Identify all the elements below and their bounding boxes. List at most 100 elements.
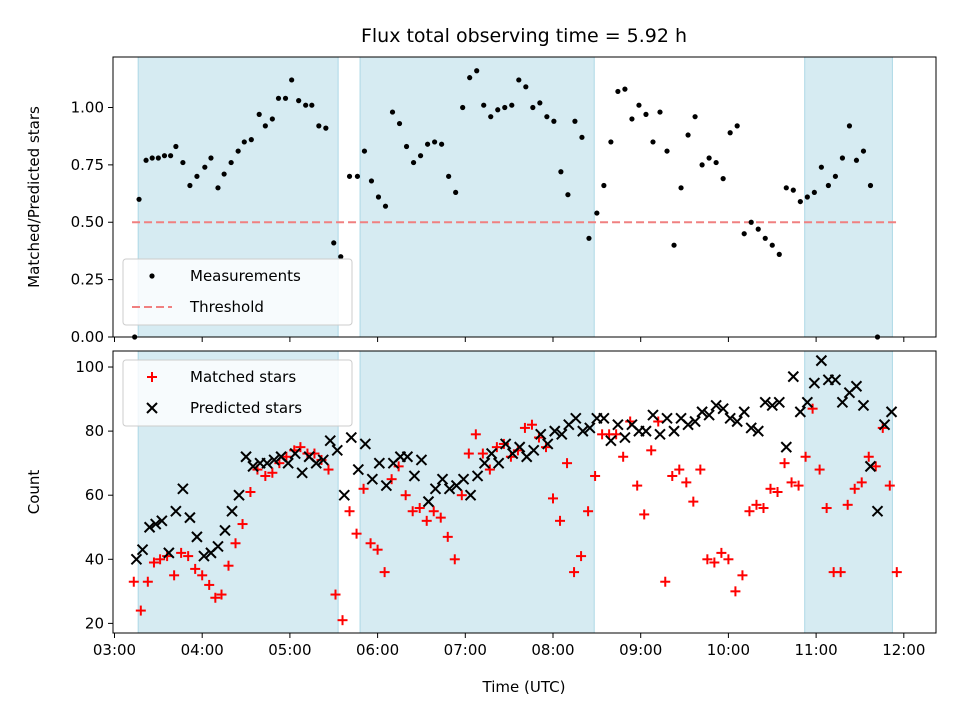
data-point xyxy=(245,487,256,497)
data-point xyxy=(523,84,529,90)
data-point xyxy=(829,374,842,386)
data-point xyxy=(647,409,659,421)
data-point xyxy=(177,483,189,495)
data-point xyxy=(457,473,470,485)
data-point xyxy=(456,490,467,501)
legend-label: Matched stars xyxy=(190,368,296,386)
data-point xyxy=(156,515,168,527)
y-tick-label: 40 xyxy=(85,550,104,568)
data-point xyxy=(608,139,614,145)
data-point xyxy=(235,148,241,154)
data-point xyxy=(738,406,750,418)
axes-frame xyxy=(112,56,937,338)
data-point xyxy=(696,406,708,418)
y-tick-label: 0.00 xyxy=(71,328,104,346)
data-point xyxy=(797,198,803,205)
data-point xyxy=(221,171,227,177)
data-point xyxy=(400,490,411,501)
data-point xyxy=(180,159,186,166)
legend-entry: Predicted stars xyxy=(146,399,302,417)
data-point xyxy=(807,403,818,414)
legend: Measurements Threshold xyxy=(122,258,353,326)
shaded-interval-2 xyxy=(360,57,595,337)
data-point xyxy=(668,425,680,437)
data-point xyxy=(710,399,722,412)
data-point xyxy=(485,447,498,460)
data-point xyxy=(598,412,610,425)
data-point xyxy=(695,464,706,475)
data-point xyxy=(219,524,231,537)
data-point xyxy=(282,457,294,469)
data-point xyxy=(671,242,677,248)
data-point xyxy=(368,178,375,184)
data-point xyxy=(484,464,495,475)
y-axis-title: Matched/Predicted stars xyxy=(25,106,43,288)
data-point xyxy=(526,419,537,430)
data-point xyxy=(835,567,846,578)
data-point xyxy=(275,95,282,101)
data-point xyxy=(540,442,551,453)
data-point xyxy=(155,554,166,565)
data-point xyxy=(681,477,692,488)
data-point xyxy=(401,451,414,463)
data-point xyxy=(262,123,268,129)
legend-marker xyxy=(146,402,158,414)
data-point xyxy=(850,380,863,392)
data-point xyxy=(256,111,262,117)
y-tick-label: 0.75 xyxy=(71,156,104,174)
x-tick-label: 06:00 xyxy=(356,641,399,659)
data-point xyxy=(530,104,536,111)
data-point xyxy=(295,442,306,453)
data-point xyxy=(615,88,621,95)
data-point xyxy=(382,203,389,209)
data-point xyxy=(594,210,600,216)
data-point xyxy=(682,418,694,431)
data-point xyxy=(415,454,428,466)
data-point xyxy=(800,451,811,462)
data-point xyxy=(247,460,259,473)
data-point xyxy=(148,557,159,568)
data-point xyxy=(734,123,740,129)
x-tick-label: 10:00 xyxy=(707,641,750,659)
data-point xyxy=(365,538,376,549)
y-tick-label: 0.25 xyxy=(71,271,104,289)
data-point xyxy=(317,454,329,466)
data-point xyxy=(344,506,355,517)
data-point xyxy=(632,480,643,491)
y-axis-title: Count xyxy=(25,470,43,515)
data-point xyxy=(611,429,622,440)
data-point xyxy=(296,98,302,104)
data-point xyxy=(449,554,460,565)
x-tick-label: 11:00 xyxy=(794,641,837,659)
data-point xyxy=(338,489,350,501)
data-point xyxy=(269,116,275,122)
data-point xyxy=(161,153,168,159)
data-point xyxy=(577,425,589,437)
data-point xyxy=(619,431,631,444)
data-point xyxy=(210,592,221,603)
x-tick-label: 05:00 xyxy=(268,641,311,659)
legend-box xyxy=(122,359,353,427)
data-point xyxy=(863,451,874,462)
data-point xyxy=(173,143,179,150)
data-point xyxy=(474,68,480,74)
data-point xyxy=(646,445,657,456)
data-point xyxy=(352,463,365,476)
data-point xyxy=(856,477,867,488)
data-point xyxy=(562,458,573,469)
data-point xyxy=(351,528,362,539)
data-point xyxy=(505,451,516,462)
data-point xyxy=(373,457,386,469)
series-predicted-stars xyxy=(130,354,898,566)
data-point xyxy=(359,438,372,450)
data-point xyxy=(811,189,817,196)
data-point xyxy=(358,483,369,494)
data-point xyxy=(386,474,397,485)
data-point xyxy=(752,425,764,437)
data-point xyxy=(572,118,578,124)
data-point xyxy=(636,102,642,108)
data-point xyxy=(639,509,650,520)
data-point xyxy=(759,396,771,408)
data-point xyxy=(542,438,554,450)
data-point xyxy=(223,560,234,571)
